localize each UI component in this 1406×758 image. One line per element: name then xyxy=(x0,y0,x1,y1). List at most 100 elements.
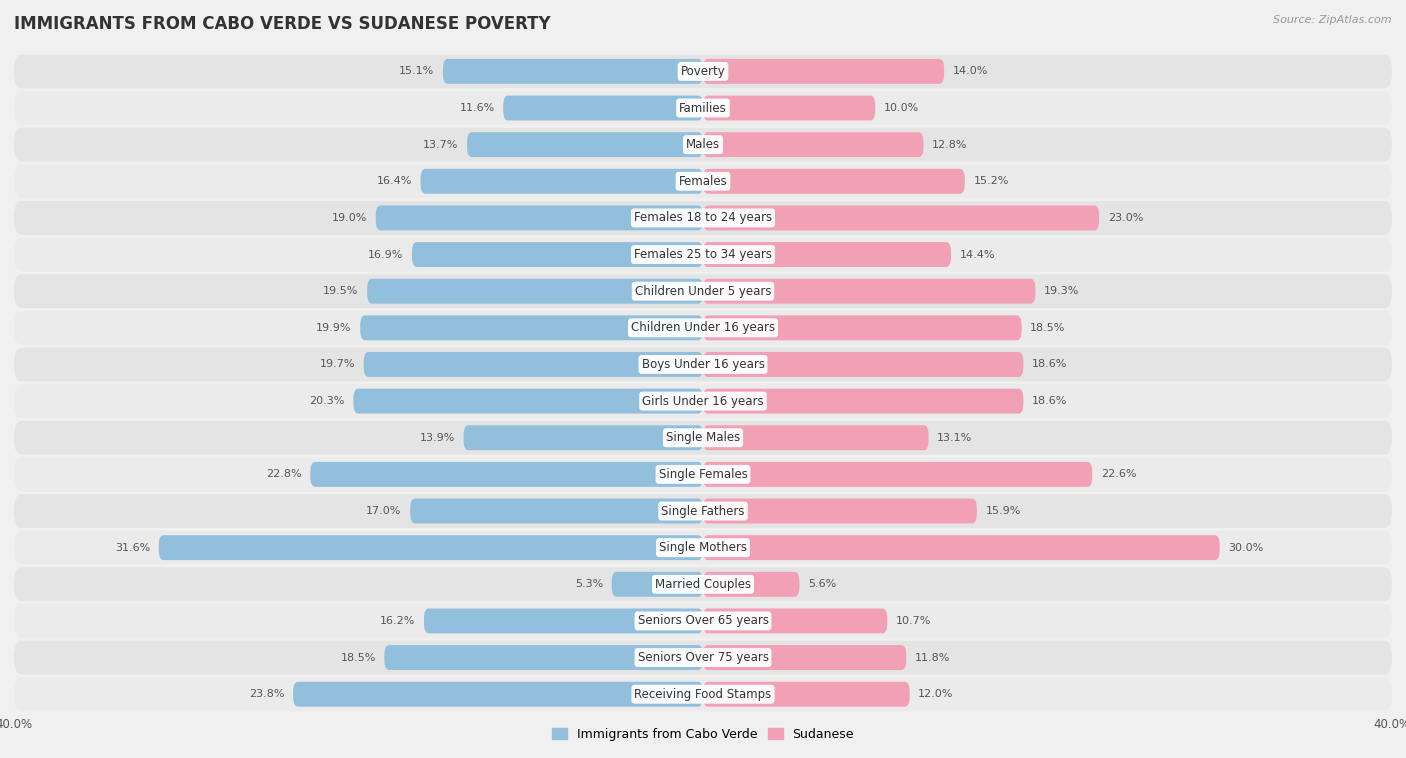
Text: Children Under 5 years: Children Under 5 years xyxy=(634,285,772,298)
FancyBboxPatch shape xyxy=(703,315,1022,340)
Text: Poverty: Poverty xyxy=(681,65,725,78)
Text: Females: Females xyxy=(679,175,727,188)
Text: Single Mothers: Single Mothers xyxy=(659,541,747,554)
FancyBboxPatch shape xyxy=(703,425,928,450)
Text: 20.3%: 20.3% xyxy=(309,396,344,406)
Text: 23.0%: 23.0% xyxy=(1108,213,1143,223)
FancyBboxPatch shape xyxy=(703,681,910,706)
Text: Families: Families xyxy=(679,102,727,114)
FancyBboxPatch shape xyxy=(703,352,1024,377)
Text: 30.0%: 30.0% xyxy=(1229,543,1264,553)
Text: 15.1%: 15.1% xyxy=(399,67,434,77)
FancyBboxPatch shape xyxy=(14,531,1392,565)
Text: Females 25 to 34 years: Females 25 to 34 years xyxy=(634,248,772,261)
Text: 5.6%: 5.6% xyxy=(808,579,837,589)
Text: 13.1%: 13.1% xyxy=(938,433,973,443)
Text: 18.6%: 18.6% xyxy=(1032,359,1067,369)
FancyBboxPatch shape xyxy=(703,609,887,634)
Text: Married Couples: Married Couples xyxy=(655,578,751,590)
FancyBboxPatch shape xyxy=(412,242,703,267)
Text: 23.8%: 23.8% xyxy=(249,689,284,699)
FancyBboxPatch shape xyxy=(703,462,1092,487)
Text: 12.8%: 12.8% xyxy=(932,139,967,149)
FancyBboxPatch shape xyxy=(14,128,1392,161)
FancyBboxPatch shape xyxy=(14,494,1392,528)
Text: 19.7%: 19.7% xyxy=(319,359,356,369)
FancyBboxPatch shape xyxy=(159,535,703,560)
Text: 18.5%: 18.5% xyxy=(1031,323,1066,333)
Text: 18.5%: 18.5% xyxy=(340,653,375,662)
FancyBboxPatch shape xyxy=(364,352,703,377)
Text: Females 18 to 24 years: Females 18 to 24 years xyxy=(634,211,772,224)
Text: 19.9%: 19.9% xyxy=(316,323,352,333)
Text: 15.2%: 15.2% xyxy=(973,177,1008,186)
Text: 14.4%: 14.4% xyxy=(960,249,995,259)
FancyBboxPatch shape xyxy=(703,535,1219,560)
FancyBboxPatch shape xyxy=(703,242,950,267)
FancyBboxPatch shape xyxy=(467,132,703,157)
FancyBboxPatch shape xyxy=(14,678,1392,711)
Text: 11.8%: 11.8% xyxy=(915,653,950,662)
Text: Receiving Food Stamps: Receiving Food Stamps xyxy=(634,688,772,700)
FancyBboxPatch shape xyxy=(703,132,924,157)
FancyBboxPatch shape xyxy=(14,421,1392,455)
FancyBboxPatch shape xyxy=(292,681,703,706)
FancyBboxPatch shape xyxy=(420,169,703,194)
FancyBboxPatch shape xyxy=(367,279,703,304)
FancyBboxPatch shape xyxy=(375,205,703,230)
FancyBboxPatch shape xyxy=(14,201,1392,235)
FancyBboxPatch shape xyxy=(14,641,1392,675)
Text: 15.9%: 15.9% xyxy=(986,506,1021,516)
FancyBboxPatch shape xyxy=(14,55,1392,88)
FancyBboxPatch shape xyxy=(411,499,703,524)
FancyBboxPatch shape xyxy=(703,389,1024,414)
Text: Children Under 16 years: Children Under 16 years xyxy=(631,321,775,334)
Text: 22.8%: 22.8% xyxy=(266,469,302,479)
Text: 19.0%: 19.0% xyxy=(332,213,367,223)
Text: Source: ZipAtlas.com: Source: ZipAtlas.com xyxy=(1274,15,1392,25)
FancyBboxPatch shape xyxy=(703,499,977,524)
Text: 12.0%: 12.0% xyxy=(918,689,953,699)
Text: 11.6%: 11.6% xyxy=(460,103,495,113)
Text: 13.9%: 13.9% xyxy=(419,433,456,443)
Text: Single Fathers: Single Fathers xyxy=(661,505,745,518)
Text: Single Females: Single Females xyxy=(658,468,748,481)
Text: 14.0%: 14.0% xyxy=(953,67,988,77)
FancyBboxPatch shape xyxy=(503,96,703,121)
Text: Girls Under 16 years: Girls Under 16 years xyxy=(643,395,763,408)
FancyBboxPatch shape xyxy=(703,96,875,121)
Text: 16.9%: 16.9% xyxy=(368,249,404,259)
Text: 19.5%: 19.5% xyxy=(323,287,359,296)
Text: 5.3%: 5.3% xyxy=(575,579,603,589)
FancyBboxPatch shape xyxy=(353,389,703,414)
Text: Seniors Over 75 years: Seniors Over 75 years xyxy=(637,651,769,664)
Text: 13.7%: 13.7% xyxy=(423,139,458,149)
FancyBboxPatch shape xyxy=(443,59,703,84)
Text: 17.0%: 17.0% xyxy=(366,506,402,516)
Text: 10.0%: 10.0% xyxy=(884,103,920,113)
Text: Seniors Over 65 years: Seniors Over 65 years xyxy=(637,615,769,628)
FancyBboxPatch shape xyxy=(14,274,1392,308)
Text: 16.4%: 16.4% xyxy=(377,177,412,186)
Text: 19.3%: 19.3% xyxy=(1045,287,1080,296)
FancyBboxPatch shape xyxy=(384,645,703,670)
FancyBboxPatch shape xyxy=(703,205,1099,230)
FancyBboxPatch shape xyxy=(703,279,1035,304)
Text: Single Males: Single Males xyxy=(666,431,740,444)
FancyBboxPatch shape xyxy=(14,238,1392,271)
Text: 18.6%: 18.6% xyxy=(1032,396,1067,406)
FancyBboxPatch shape xyxy=(464,425,703,450)
FancyBboxPatch shape xyxy=(14,91,1392,125)
FancyBboxPatch shape xyxy=(14,348,1392,381)
FancyBboxPatch shape xyxy=(14,164,1392,198)
Legend: Immigrants from Cabo Verde, Sudanese: Immigrants from Cabo Verde, Sudanese xyxy=(547,723,859,746)
FancyBboxPatch shape xyxy=(703,59,945,84)
FancyBboxPatch shape xyxy=(14,604,1392,637)
FancyBboxPatch shape xyxy=(311,462,703,487)
FancyBboxPatch shape xyxy=(14,311,1392,345)
Text: 16.2%: 16.2% xyxy=(380,616,415,626)
FancyBboxPatch shape xyxy=(425,609,703,634)
Text: 31.6%: 31.6% xyxy=(115,543,150,553)
FancyBboxPatch shape xyxy=(14,458,1392,491)
Text: Boys Under 16 years: Boys Under 16 years xyxy=(641,358,765,371)
